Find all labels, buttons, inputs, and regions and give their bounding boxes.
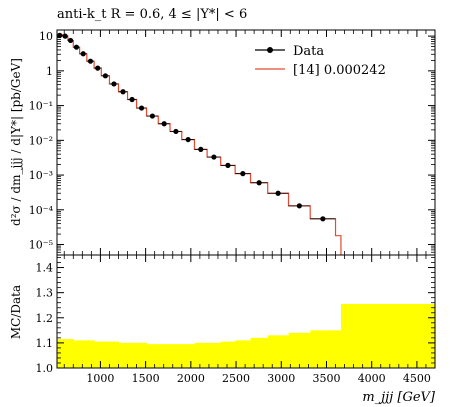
main-y-tick-label: 10⁻¹: [29, 100, 53, 113]
data-point: [80, 51, 86, 57]
main-y-tick-label: 10⁻²: [29, 134, 53, 147]
data-point: [102, 73, 108, 79]
x-tick-label: 3000: [267, 372, 295, 385]
legend-mc-label: [14] 0.000242: [293, 63, 386, 78]
ratio-band-segment: [118, 342, 148, 368]
ratio-y-tick-label: 1.1: [36, 337, 54, 350]
ratio-panel-frame: [56, 254, 436, 369]
main-y-tick-label: 10⁻³: [29, 169, 53, 182]
data-point: [87, 58, 94, 64]
legend: Data [14] 0.000242: [255, 44, 386, 78]
ratio-band-segment: [220, 341, 236, 368]
x-tick-label: 4000: [358, 372, 386, 385]
data-point: [129, 96, 135, 103]
ratio-y-tick-label: 1.3: [36, 287, 54, 300]
data-point: [138, 105, 145, 111]
ratio-band-segment: [310, 330, 337, 368]
x-tick-label: 4500: [403, 372, 431, 385]
ratio-band-segment: [146, 344, 171, 368]
ratio-band-segment: [335, 330, 342, 368]
legend-data-marker: [267, 47, 273, 53]
data-point: [275, 190, 281, 196]
main-y-tick-label: 1: [46, 65, 53, 78]
plot-title: anti-k_t R = 0.6, 4 ≤ |Y*| < 6: [57, 7, 247, 22]
ratio-band-segment: [250, 337, 269, 368]
data-point: [198, 146, 204, 152]
data-point: [149, 113, 156, 119]
ratio-band-segment: [235, 340, 252, 368]
x-tick-label: 1000: [86, 372, 114, 385]
data-point: [185, 136, 191, 143]
data-point: [120, 89, 126, 95]
ratio-band-segment: [57, 339, 74, 368]
ratio-panel-band: [57, 303, 436, 368]
main-panel-ticks: 10 1 10⁻¹ 10⁻² 10⁻³ 10⁻⁴ 10⁻⁵: [29, 30, 436, 255]
data-point: [173, 128, 179, 135]
legend-data-label: Data: [293, 44, 324, 59]
data-point: [296, 203, 302, 209]
ratio-y-tick-label: 1.4: [36, 262, 54, 275]
x-axis-label: m_jjj [GeV]: [362, 390, 436, 405]
ratio-band-segment: [194, 342, 222, 368]
data-point: [62, 33, 68, 39]
ratio-band-segment: [73, 340, 95, 368]
ratio-band-segment: [340, 303, 436, 368]
data-point: [225, 162, 231, 168]
main-y-tick-label: 10⁻⁴: [29, 204, 54, 217]
main-y-tick-label: 10⁻⁵: [29, 239, 53, 252]
x-tick-label: 3500: [312, 372, 340, 385]
data-point: [73, 44, 80, 50]
main-y-axis-label: d²σ / dm_jjj / d|Y*| [pb/GeV]: [9, 58, 23, 226]
data-point: [256, 180, 262, 186]
ratio-band-segment: [267, 335, 290, 368]
data-point: [161, 121, 167, 127]
ratio-band-segment: [94, 341, 119, 368]
data-point: [57, 32, 63, 38]
ratio-panel-ticks: 1.0 1.1 1.2 1.3 1.4 1000 1500 2000 2500 3000 3500 4…: [36, 255, 436, 385]
data-point: [211, 154, 217, 160]
ratio-y-axis-label: MC/Data: [9, 285, 23, 339]
main-y-tick-label: 10: [39, 30, 53, 43]
ratio-band-segment: [170, 344, 195, 368]
data-point: [320, 216, 326, 222]
ratio-y-tick-label: 1.2: [36, 312, 54, 325]
data-point: [111, 81, 117, 87]
ratio-band-segment: [288, 332, 311, 368]
main-panel-series: [57, 32, 342, 255]
data-point: [95, 65, 101, 71]
x-tick-label: 2000: [177, 372, 205, 385]
x-tick-label: 1500: [132, 372, 160, 385]
data-point: [67, 37, 74, 44]
x-tick-label: 2500: [222, 372, 250, 385]
ratio-y-tick-label: 1.0: [36, 362, 54, 375]
data-point: [240, 171, 246, 177]
